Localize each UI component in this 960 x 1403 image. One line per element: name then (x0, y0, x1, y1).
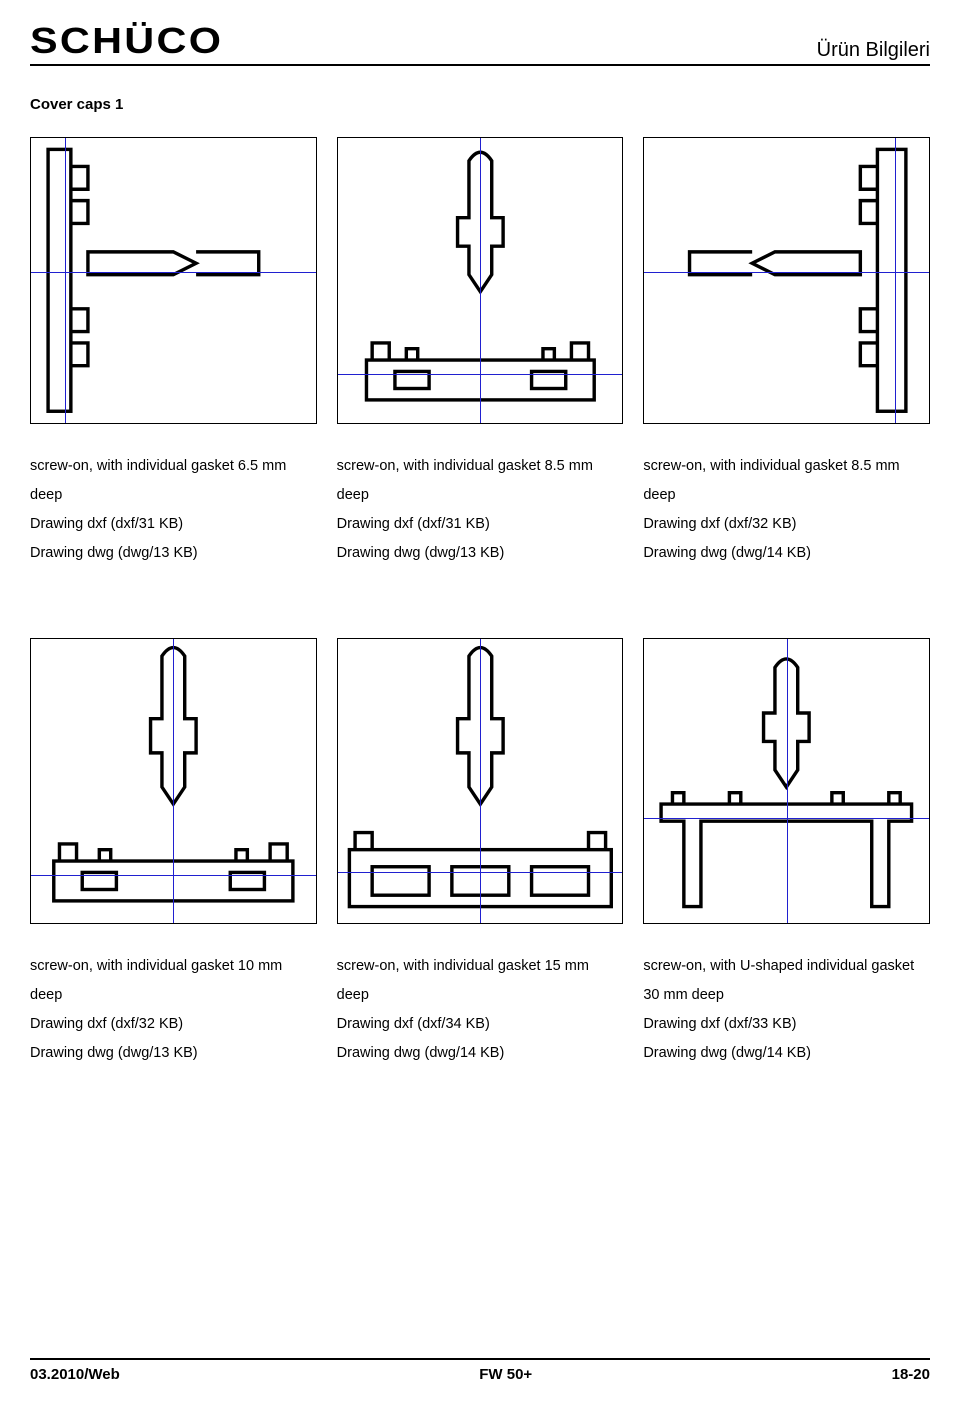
product-drawing (30, 137, 317, 424)
page-category-title: Ürün Bilgileri (817, 39, 930, 62)
product-drawing (337, 638, 624, 925)
product-title: screw-on, with individual gasket 8.5 mm … (337, 452, 624, 510)
footer-date: 03.2010/Web (30, 1366, 120, 1383)
brand-logo: SCHÜCO (30, 20, 223, 62)
product-cell: screw-on, with individual gasket 15 mm d… (337, 638, 624, 1069)
download-dxf-link[interactable]: Drawing dxf (dxf/34 KB) (337, 1010, 624, 1039)
download-dwg-link[interactable]: Drawing dwg (dwg/13 KB) (30, 539, 317, 568)
product-drawing (30, 638, 317, 925)
product-caption: screw-on, with individual gasket 15 mm d… (337, 952, 624, 1068)
product-drawing (643, 137, 930, 424)
product-drawing (337, 137, 624, 424)
download-dwg-link[interactable]: Drawing dwg (dwg/14 KB) (643, 1039, 930, 1068)
product-drawing (643, 638, 930, 925)
product-cell: screw-on, with individual gasket 8.5 mm … (643, 137, 930, 568)
download-dxf-link[interactable]: Drawing dxf (dxf/31 KB) (30, 510, 317, 539)
technical-drawing-icon (644, 138, 929, 423)
download-dwg-link[interactable]: Drawing dwg (dwg/13 KB) (337, 539, 624, 568)
product-grid: screw-on, with individual gasket 6.5 mm … (30, 137, 930, 1068)
product-title: screw-on, with individual gasket 6.5 mm … (30, 452, 317, 510)
footer-product-code: FW 50+ (479, 1366, 532, 1383)
download-dxf-link[interactable]: Drawing dxf (dxf/33 KB) (643, 1010, 930, 1039)
product-caption: screw-on, with individual gasket 8.5 mm … (337, 452, 624, 568)
section-title: Cover caps 1 (30, 96, 930, 113)
download-dxf-link[interactable]: Drawing dxf (dxf/31 KB) (337, 510, 624, 539)
download-dwg-link[interactable]: Drawing dwg (dwg/14 KB) (643, 539, 930, 568)
product-title: screw-on, with individual gasket 8.5 mm … (643, 452, 930, 510)
technical-drawing-icon (31, 138, 316, 423)
product-cell: screw-on, with individual gasket 10 mm d… (30, 638, 317, 1069)
download-dwg-link[interactable]: Drawing dwg (dwg/14 KB) (337, 1039, 624, 1068)
product-cell: screw-on, with individual gasket 8.5 mm … (337, 137, 624, 568)
page-header: SCHÜCO Ürün Bilgileri (30, 20, 930, 66)
product-title: screw-on, with individual gasket 15 mm d… (337, 952, 624, 1010)
product-caption: screw-on, with individual gasket 6.5 mm … (30, 452, 317, 568)
product-caption: screw-on, with U-shaped individual gaske… (643, 952, 930, 1068)
product-caption: screw-on, with individual gasket 8.5 mm … (643, 452, 930, 568)
download-dxf-link[interactable]: Drawing dxf (dxf/32 KB) (643, 510, 930, 539)
product-cell: screw-on, with individual gasket 6.5 mm … (30, 137, 317, 568)
product-cell: screw-on, with U-shaped individual gaske… (643, 638, 930, 1069)
download-dwg-link[interactable]: Drawing dwg (dwg/13 KB) (30, 1039, 317, 1068)
product-title: screw-on, with individual gasket 10 mm d… (30, 952, 317, 1010)
product-caption: screw-on, with individual gasket 10 mm d… (30, 952, 317, 1068)
page-footer: 03.2010/Web FW 50+ 18-20 (30, 1358, 930, 1383)
product-title: screw-on, with U-shaped individual gaske… (643, 952, 930, 1010)
footer-page-number: 18-20 (892, 1366, 930, 1383)
download-dxf-link[interactable]: Drawing dxf (dxf/32 KB) (30, 1010, 317, 1039)
